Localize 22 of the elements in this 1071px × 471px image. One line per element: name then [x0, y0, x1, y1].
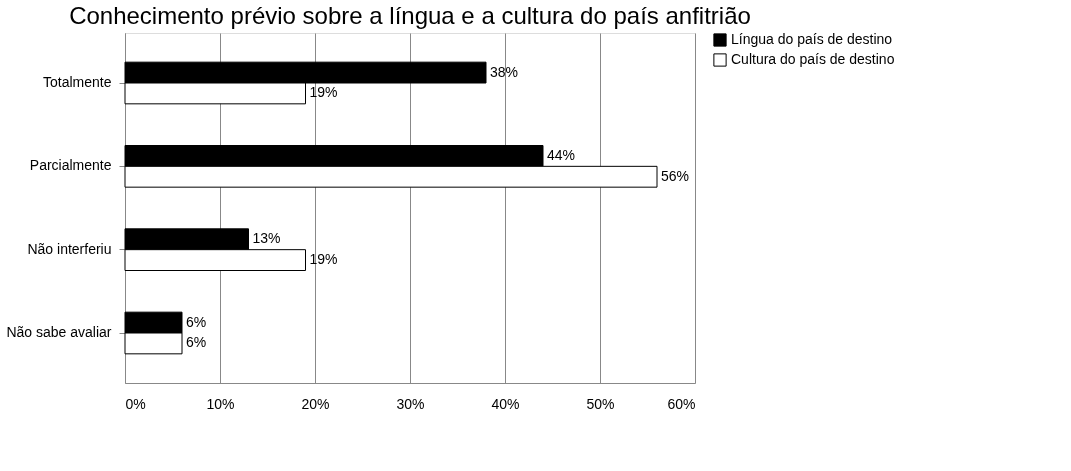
x-tick-label: 50%	[586, 395, 615, 412]
x-tick-label: 60%	[667, 395, 696, 412]
data-label: 19%	[309, 251, 338, 268]
y-tick-label: Totalmente	[43, 74, 112, 90]
y-tick-label: Parcialmente	[29, 157, 112, 174]
legend-label: Língua do país de destino	[731, 31, 893, 47]
data-label: 56%	[661, 167, 690, 184]
data-label: 6%	[186, 334, 207, 351]
legend-label: Cultura do país de destino	[731, 51, 895, 67]
data-label: 6%	[186, 313, 207, 330]
x-tick-label: 20%	[301, 395, 330, 412]
x-tick-label: 30%	[396, 395, 425, 412]
x-tick-label: 40%	[491, 395, 520, 412]
x-tick-label: 0%	[125, 395, 146, 412]
data-label: 38%	[490, 63, 519, 80]
data-label: 44%	[547, 146, 576, 163]
data-label: 19%	[309, 84, 338, 101]
x-tick-label: 10%	[206, 395, 235, 412]
y-tick-label: Não interferiu	[27, 240, 112, 257]
data-label: 13%	[252, 230, 281, 247]
y-tick-label: Não sabe avaliar	[6, 324, 112, 340]
chart-title: Conhecimento prévio sobre a língua e a cultura do país anfitrião	[69, 2, 751, 29]
